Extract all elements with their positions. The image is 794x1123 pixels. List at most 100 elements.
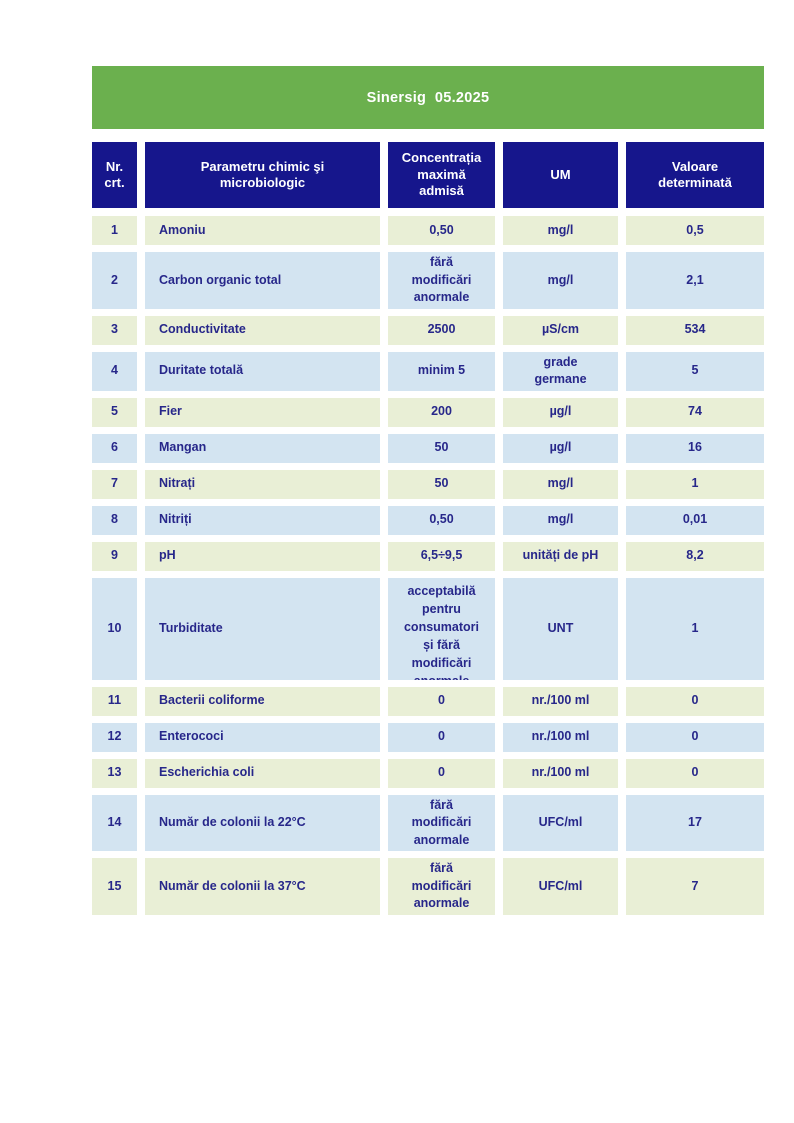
cell-row-number: 14 [92, 794, 137, 851]
cell-max-concentration: 2500 [388, 315, 495, 345]
cell-parameter: Duritate totală [145, 351, 380, 391]
cell-row-number: 9 [92, 541, 137, 571]
cell-unit: µS/cm [503, 315, 618, 345]
cell-unit: mg/l [503, 505, 618, 535]
cell-parameter: Bacterii coliforme [145, 686, 380, 716]
table-row: 4 Duritate totală minim 5 grade germane … [92, 351, 764, 391]
header-unit: UM [503, 142, 618, 208]
banner-title: Sinersig 05.2025 [366, 89, 490, 106]
cell-unit: unități de pH [503, 541, 618, 571]
report-banner: Sinersig 05.2025 [92, 66, 764, 129]
cell-unit: mg/l [503, 252, 618, 309]
cell-row-number: 1 [92, 216, 137, 245]
cell-measured-value: 74 [626, 397, 764, 427]
cell-row-number: 7 [92, 469, 137, 499]
cell-unit: grade germane [503, 351, 618, 391]
cell-max-concentration: fără modificări anormale [388, 858, 495, 915]
table-header-row: Nr. crt. Parametru chimic şi microbiolog… [92, 142, 764, 208]
cell-parameter: Carbon organic total [145, 252, 380, 309]
cell-unit: mg/l [503, 469, 618, 499]
header-parameter: Parametru chimic şi microbiologic [145, 142, 380, 208]
cell-unit: nr./100 ml [503, 758, 618, 788]
table-row: 12 Enterococi 0 nr./100 ml 0 [92, 722, 764, 752]
cell-row-number: 2 [92, 252, 137, 309]
header-nr-crt: Nr. crt. [92, 142, 137, 208]
cell-max-concentration: fără modificări anormale [388, 252, 495, 309]
cell-unit: nr./100 ml [503, 686, 618, 716]
cell-measured-value: 0 [626, 722, 764, 752]
table-row: 6 Mangan 50 µg/l 16 [92, 433, 764, 463]
cell-parameter: Număr de colonii la 37°C [145, 858, 380, 915]
cell-parameter: Număr de colonii la 22°C [145, 794, 380, 851]
header-max-concentration: Concentrația maximă admisă [388, 142, 495, 208]
table-row: 3 Conductivitate 2500 µS/cm 534 [92, 315, 764, 345]
header-measured-value: Valoare determinată [626, 142, 764, 208]
cell-row-number: 11 [92, 686, 137, 716]
cell-max-concentration: 0,50 [388, 505, 495, 535]
cell-measured-value: 7 [626, 858, 764, 915]
table-row: 15 Număr de colonii la 37°C fără modific… [92, 858, 764, 915]
cell-max-concentration: 200 [388, 397, 495, 427]
cell-row-number: 8 [92, 505, 137, 535]
cell-measured-value: 2,1 [626, 252, 764, 309]
cell-parameter: Fier [145, 397, 380, 427]
cell-parameter: Turbiditate [145, 577, 380, 680]
cell-max-concentration: minim 5 [388, 351, 495, 391]
cell-parameter: pH [145, 541, 380, 571]
cell-unit: µg/l [503, 433, 618, 463]
cell-parameter: Escherichia coli [145, 758, 380, 788]
cell-max-concentration: acceptabilă pentru consumatori și fără m… [388, 577, 495, 680]
cell-max-concentration: 0 [388, 686, 495, 716]
cell-row-number: 6 [92, 433, 137, 463]
cell-max-concentration: fără modificări anormale [388, 794, 495, 851]
table-row: 8 Nitriți 0,50 mg/l 0,01 [92, 505, 764, 535]
cell-unit: nr./100 ml [503, 722, 618, 752]
cell-parameter: Conductivitate [145, 315, 380, 345]
cell-unit: µg/l [503, 397, 618, 427]
cell-measured-value: 0,01 [626, 505, 764, 535]
table-row: 1 Amoniu 0,50 mg/l 0,5 [92, 216, 764, 245]
table-row: 10 Turbiditate acceptabilă pentru consum… [92, 577, 764, 680]
cell-unit: UFC/ml [503, 858, 618, 915]
cell-measured-value: 17 [626, 794, 764, 851]
cell-row-number: 13 [92, 758, 137, 788]
cell-unit: UFC/ml [503, 794, 618, 851]
cell-max-concentration: 0,50 [388, 216, 495, 245]
cell-max-concentration: 50 [388, 433, 495, 463]
cell-max-concentration: 6,5÷9,5 [388, 541, 495, 571]
cell-row-number: 3 [92, 315, 137, 345]
table-row: 5 Fier 200 µg/l 74 [92, 397, 764, 427]
cell-parameter: Nitriți [145, 505, 380, 535]
cell-max-concentration: 50 [388, 469, 495, 499]
cell-parameter: Amoniu [145, 216, 380, 245]
cell-row-number: 12 [92, 722, 137, 752]
cell-measured-value: 1 [626, 577, 764, 680]
cell-parameter: Enterococi [145, 722, 380, 752]
cell-measured-value: 8,2 [626, 541, 764, 571]
cell-measured-value: 1 [626, 469, 764, 499]
cell-measured-value: 534 [626, 315, 764, 345]
cell-unit: mg/l [503, 216, 618, 245]
cell-unit: UNT [503, 577, 618, 680]
cell-row-number: 4 [92, 351, 137, 391]
cell-row-number: 15 [92, 858, 137, 915]
table-row: 11 Bacterii coliforme 0 nr./100 ml 0 [92, 686, 764, 716]
cell-max-concentration: 0 [388, 758, 495, 788]
table-body: 1 Amoniu 0,50 mg/l 0,5 2 Carbon organic … [92, 216, 764, 915]
cell-measured-value: 16 [626, 433, 764, 463]
water-quality-table: Nr. crt. Parametru chimic şi microbiolog… [92, 142, 764, 915]
cell-parameter: Mangan [145, 433, 380, 463]
table-row: 13 Escherichia coli 0 nr./100 ml 0 [92, 758, 764, 788]
cell-measured-value: 0 [626, 758, 764, 788]
table-row: 2 Carbon organic total fără modificări a… [92, 252, 764, 309]
cell-measured-value: 0 [626, 686, 764, 716]
cell-measured-value: 5 [626, 351, 764, 391]
cell-max-concentration: 0 [388, 722, 495, 752]
cell-row-number: 5 [92, 397, 137, 427]
table-row: 9 pH 6,5÷9,5 unități de pH 8,2 [92, 541, 764, 571]
table-row: 14 Număr de colonii la 22°C fără modific… [92, 794, 764, 851]
cell-measured-value: 0,5 [626, 216, 764, 245]
cell-row-number: 10 [92, 577, 137, 680]
cell-parameter: Nitrați [145, 469, 380, 499]
